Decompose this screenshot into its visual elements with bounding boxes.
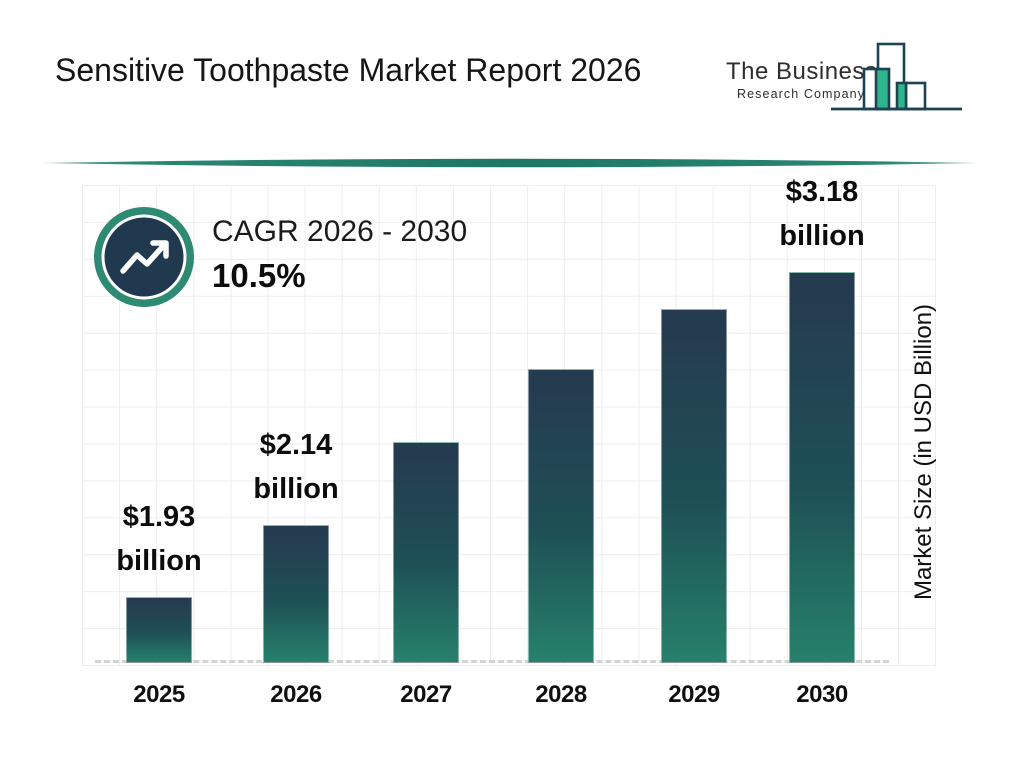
bar-2030 <box>789 272 855 663</box>
cagr-value: 10.5% <box>212 257 306 294</box>
bar-value-label-2030: $3.18 billion <box>779 176 865 252</box>
company-logo: The Business Research Company <box>726 38 976 118</box>
trending-up-icon <box>94 207 194 307</box>
bar-2025 <box>126 597 192 663</box>
x-tick-2027: 2027 <box>400 681 452 708</box>
cagr-label: CAGR 2026 - 2030 <box>212 215 468 248</box>
chart-baseline <box>95 660 889 663</box>
bar-2029 <box>661 309 727 663</box>
header-divider <box>42 158 978 168</box>
x-tick-2026: 2026 <box>270 681 322 708</box>
bar-value-label-2025: $1.93 billion <box>116 501 202 577</box>
x-tick-2028: 2028 <box>535 681 587 708</box>
x-tick-2029: 2029 <box>668 681 720 708</box>
bar-value-label-2026: $2.14 billion <box>253 429 339 505</box>
logo-tagline: Research Company <box>737 87 866 101</box>
bar-2028 <box>528 369 594 663</box>
bar-skyline-icon <box>831 42 962 111</box>
bar-2027 <box>393 442 459 663</box>
logo-company-name: The Business <box>726 58 878 85</box>
logo-text: The Business Research Company <box>726 58 877 101</box>
x-tick-2030: 2030 <box>796 681 848 708</box>
page-title: Sensitive Toothpaste Market Report 2026 <box>55 52 642 88</box>
x-tick-2025: 2025 <box>133 681 185 708</box>
bar-2026 <box>263 525 329 663</box>
y-axis-title: Market Size (in USD Billion) <box>910 303 937 601</box>
